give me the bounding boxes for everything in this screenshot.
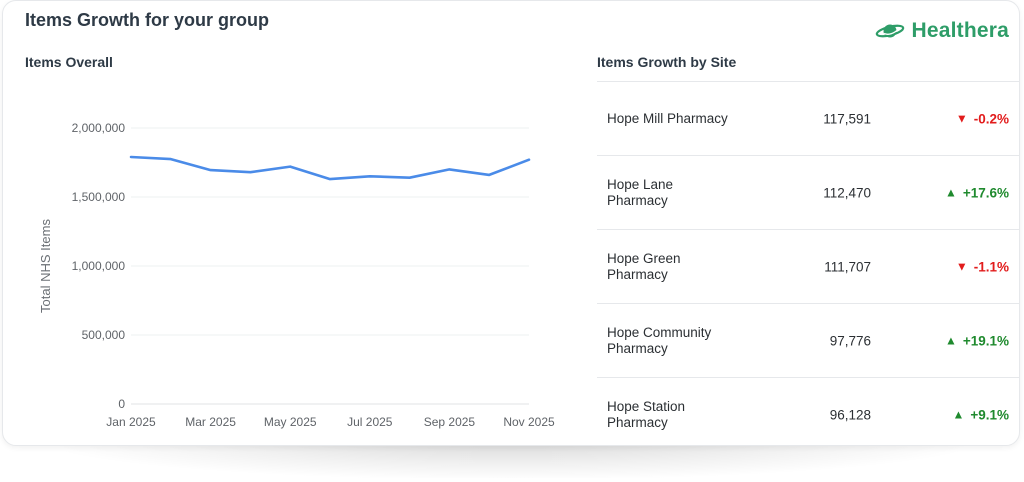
triangle-down-icon: ▼ (955, 259, 968, 274)
series-line (129, 155, 531, 181)
x-tick-label: Mar 2025 (185, 415, 236, 429)
site-growth: ▼ -1.1% (956, 259, 1009, 274)
site-growth-value: +17.6% (962, 185, 1009, 200)
site-name: Hope Community Pharmacy (607, 324, 712, 356)
y-tick-label: 1,000,000 (72, 259, 126, 273)
site-items-value: 111,707 (824, 259, 871, 274)
x-tick-label: Nov 2025 (503, 415, 555, 429)
site-growth-value: +9.1% (970, 407, 1009, 422)
y-axis-label: Total NHS Items (38, 219, 53, 313)
table-row: Hope Lane Pharmacy 112,470 ▲ +17.6% (597, 155, 1019, 229)
site-growth-table: Hope Mill Pharmacy 117,591 ▼ -0.2% Hope Lane… (597, 81, 1019, 445)
triangle-up-icon: ▲ (944, 185, 957, 200)
table-section-title: Items Growth by Site (597, 54, 737, 70)
site-items-value: 112,470 (823, 185, 871, 200)
site-name: Hope Mill Pharmacy (607, 110, 728, 126)
site-growth: ▲ +9.1% (952, 407, 1009, 422)
table-row: Hope Community Pharmacy 97,776 ▲ +19.1% (597, 303, 1019, 377)
y-tick-label: 500,000 (82, 328, 126, 342)
brand-name: Healthera (911, 19, 1009, 42)
site-items-value: 97,776 (829, 333, 871, 348)
site-growth: ▲ +19.1% (945, 333, 1009, 348)
site-growth-value: +19.1% (962, 333, 1009, 348)
page-title: Items Growth for your group (25, 10, 270, 30)
x-tick-label: Sep 2025 (424, 415, 476, 429)
site-name: Hope Lane Pharmacy (607, 176, 674, 208)
x-tick-label: May 2025 (264, 415, 317, 429)
x-tick-label: Jul 2025 (347, 415, 393, 429)
triangle-up-icon: ▲ (944, 333, 957, 348)
table-row: Hope Station Pharmacy 96,128 ▲ +9.1% (597, 377, 1019, 445)
triangle-up-icon: ▲ (952, 407, 965, 422)
items-overall-chart: 0 500,000 1,000,000 1,500,000 2,000,000 Jan 2… (38, 121, 555, 429)
site-items-value: 117,591 (823, 111, 871, 126)
x-tick-label: Jan 2025 (106, 415, 156, 429)
y-tick-label: 2,000,000 (72, 121, 126, 135)
planet-logo-icon (876, 24, 905, 38)
chart-section-title: Items Overall (25, 54, 113, 70)
table-row: Hope Mill Pharmacy 117,591 ▼ -0.2% (597, 81, 1019, 155)
site-growth-value: -1.1% (973, 259, 1009, 274)
site-growth: ▼ -0.2% (956, 111, 1009, 126)
table-row: Hope Green Pharmacy 111,707 ▼ -1.1% (597, 229, 1019, 303)
brand-logo: Healthera (875, 16, 1009, 46)
site-name: Hope Station Pharmacy (607, 398, 686, 430)
y-tick-label: 0 (118, 397, 125, 411)
site-growth: ▲ +17.6% (945, 185, 1009, 200)
y-tick-label: 1,500,000 (72, 190, 126, 204)
site-growth-value: -0.2% (973, 111, 1009, 126)
site-name: Hope Green Pharmacy (607, 250, 681, 282)
triangle-down-icon: ▼ (955, 111, 968, 126)
site-items-value: 96,128 (829, 407, 871, 422)
items-growth-card: Items Growth for your group Healthera It… (2, 0, 1020, 446)
